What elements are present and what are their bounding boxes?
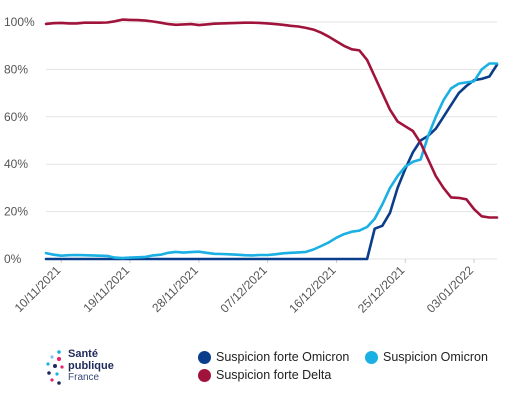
x-tick-label: 16/12/2021 xyxy=(286,263,339,316)
legend-item-omicron-strong: Suspicion forte Omicron xyxy=(198,350,349,364)
logo-line-2: publique xyxy=(68,360,114,372)
logo-line-1: Santé xyxy=(68,348,98,360)
y-tick-label: 20% xyxy=(4,205,28,219)
x-tick-label: 10/11/2021 xyxy=(12,263,64,315)
logo-line-3: France xyxy=(68,372,100,383)
legend-label: Suspicion Omicron xyxy=(383,350,488,364)
series-line-1 xyxy=(44,62,499,260)
x-tick-label: 07/12/2021 xyxy=(217,263,270,316)
x-tick-label: 03/01/2022 xyxy=(424,263,477,316)
logo-dots-icon xyxy=(46,350,64,385)
y-tick-label: 100% xyxy=(4,15,35,29)
logo-text: Santé publique France xyxy=(68,348,114,384)
legend-item-delta-strong: Suspicion forte Delta xyxy=(198,368,331,382)
sante-publique-france-logo: Santé publique France xyxy=(45,346,125,390)
legend-dot-icon xyxy=(365,350,378,364)
legend-dot-icon xyxy=(198,368,211,382)
x-tick-label: 28/11/2021 xyxy=(149,263,201,315)
y-tick-label: 80% xyxy=(4,62,28,76)
legend-label: Suspicion forte Omicron xyxy=(216,350,350,364)
legend-item-omicron: Suspicion Omicron xyxy=(365,350,488,364)
series-line-2 xyxy=(44,18,499,219)
x-tick-label: 19/11/2021 xyxy=(80,263,132,315)
legend-label: Suspicion forte Delta xyxy=(216,368,332,382)
legend-dot-icon xyxy=(198,350,211,364)
y-tick-label: 60% xyxy=(4,110,28,124)
y-tick-label: 40% xyxy=(4,157,28,171)
x-tick-label: 25/12/2021 xyxy=(355,263,408,316)
line-chart: 0% 20% 40% 60% 80% 100% 10/11/2021 19/11/2021 28… xyxy=(4,15,499,316)
y-tick-label: 0% xyxy=(4,252,22,266)
